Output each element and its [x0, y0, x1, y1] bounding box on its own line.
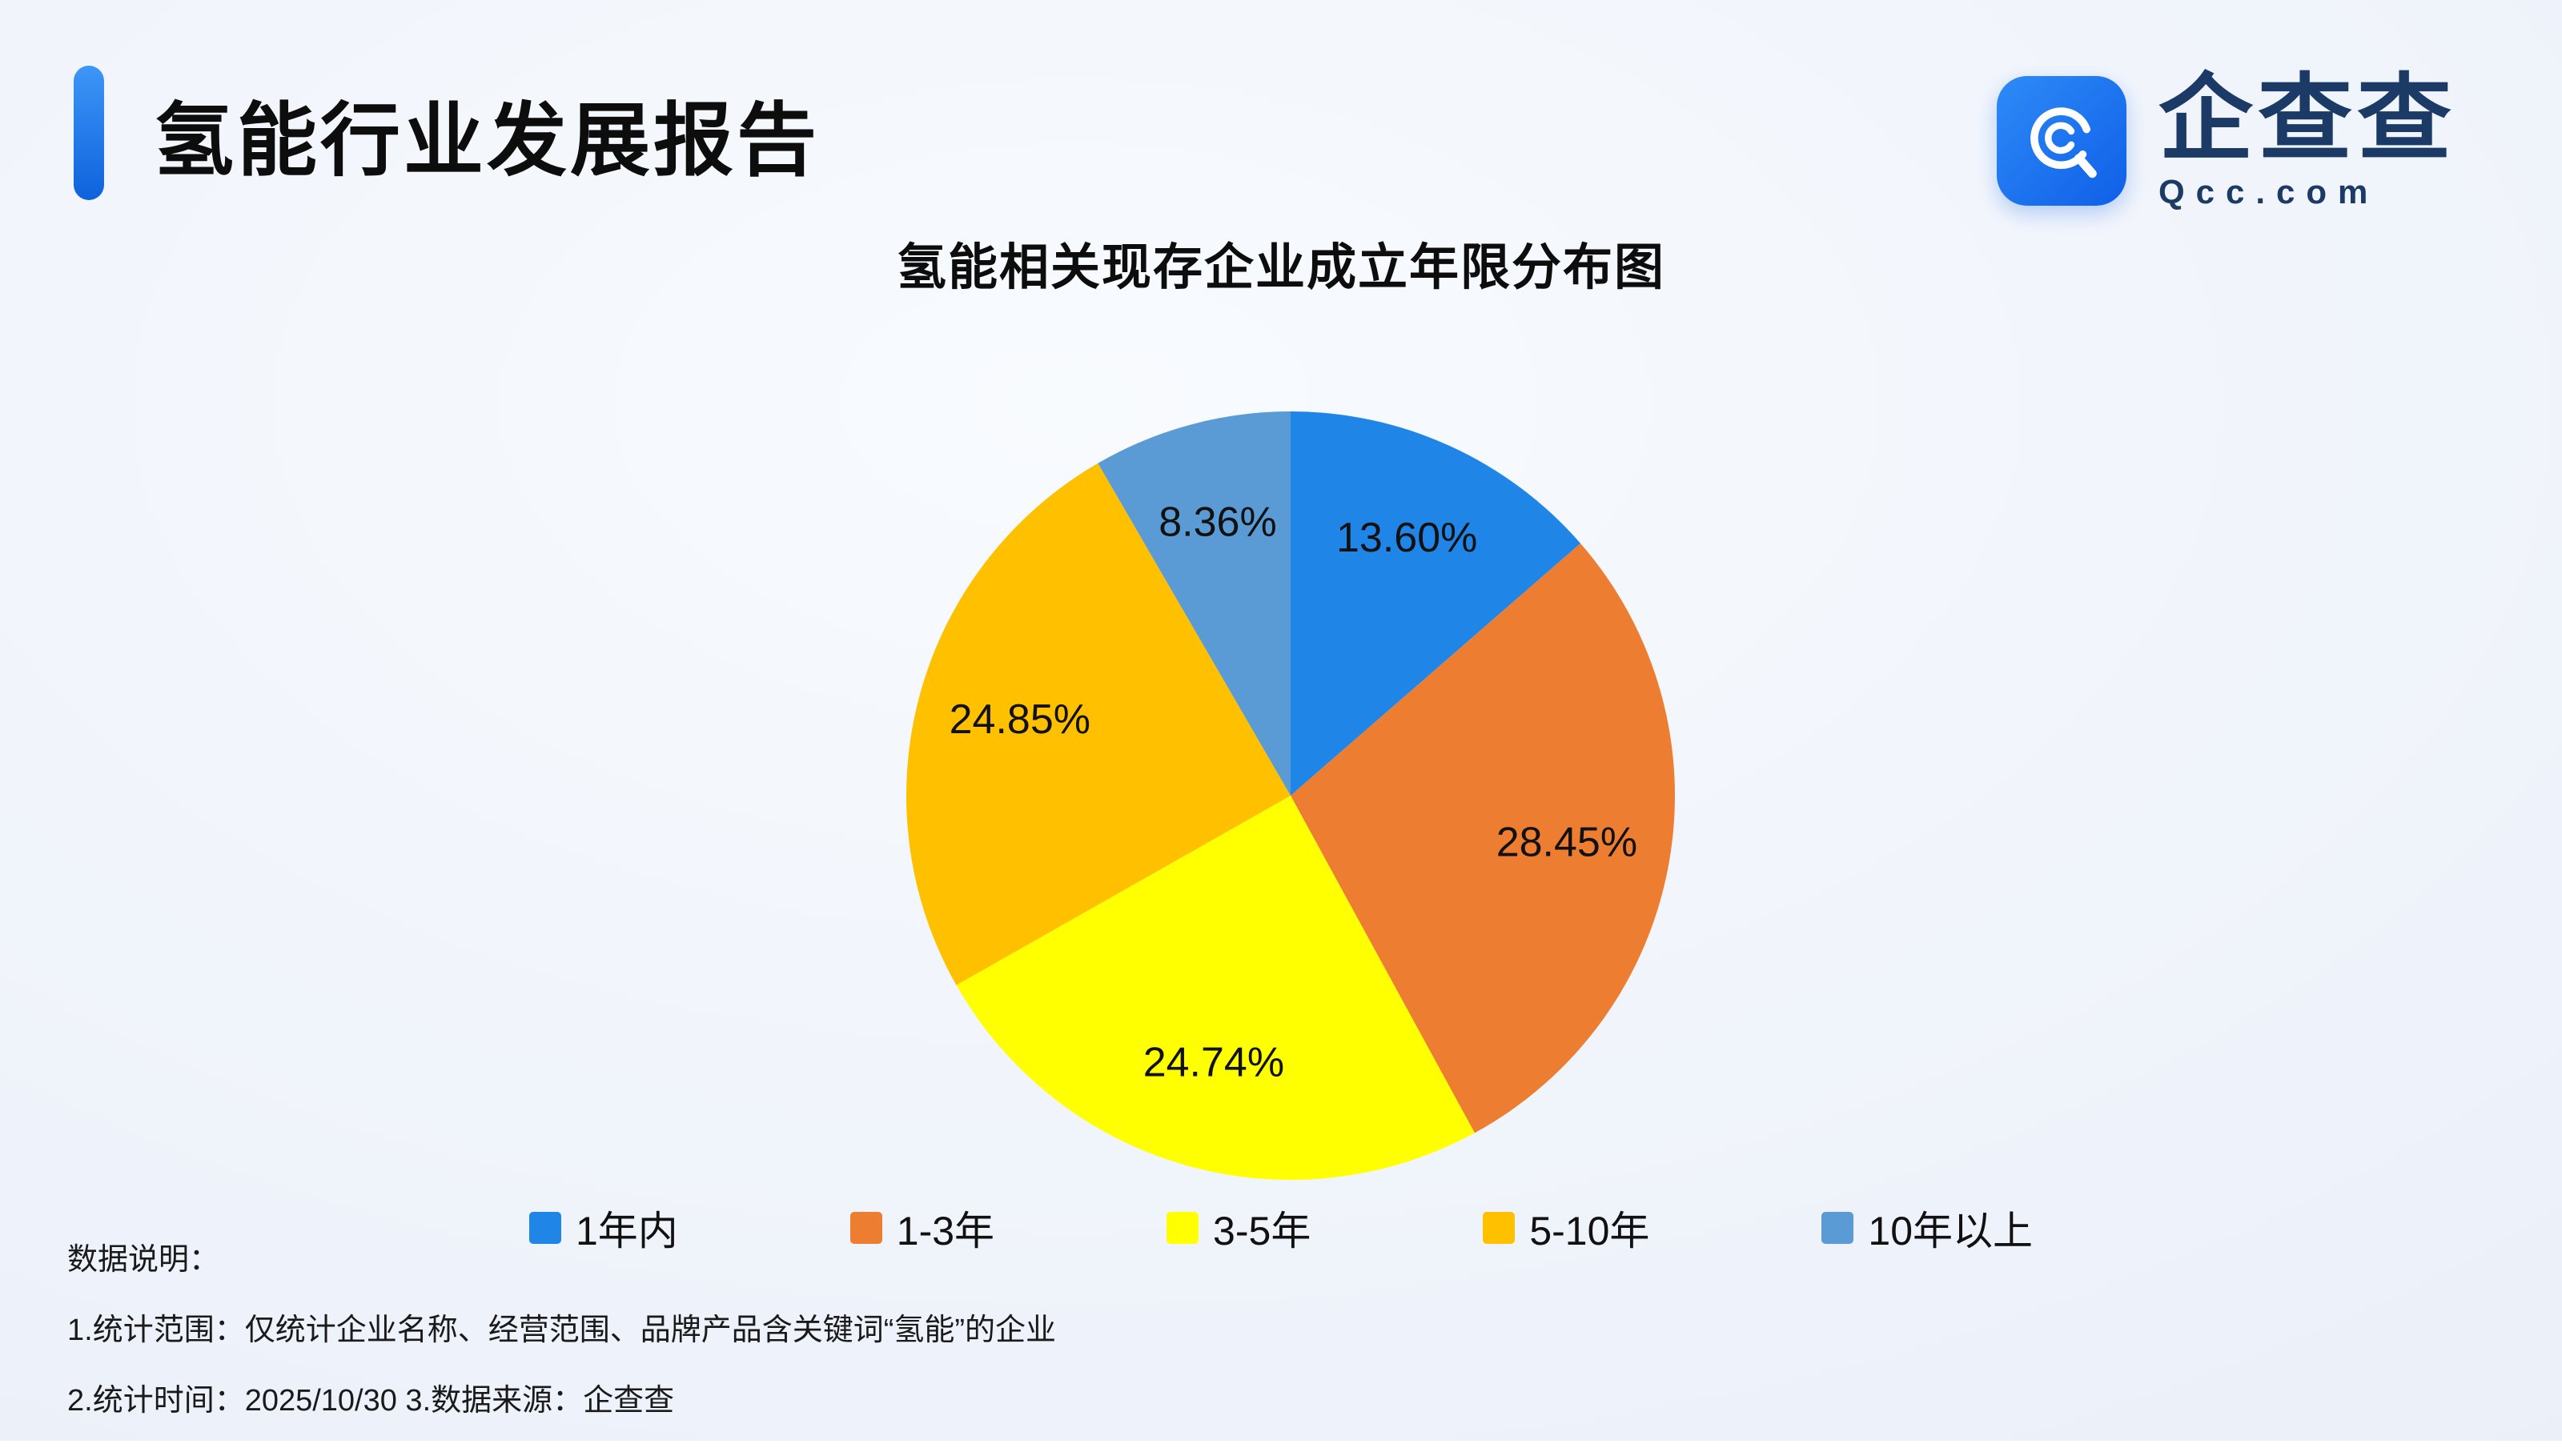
legend-label-0: 1年内: [575, 1209, 678, 1253]
pie-label-1: 28.45%: [1496, 820, 1637, 866]
pie-label-2: 24.74%: [1143, 1040, 1284, 1086]
note-scope: 1.统计范围：仅统计企业名称、经营范围、品牌产品含关键词“氢能”的企业: [67, 1314, 1057, 1347]
qcc-logo-icon: [1996, 75, 2126, 206]
legend-swatch-2: [1167, 1212, 1199, 1244]
brand: 企查查 Qcc.com: [1996, 70, 2456, 211]
pie-slice-4: [1098, 411, 1291, 796]
brand-name: 企查查: [2158, 66, 2456, 172]
pie-slice-2: [956, 796, 1475, 1180]
legend-swatch-0: [528, 1212, 561, 1244]
pie-slice-0: [1291, 411, 1581, 796]
legend-item-3: 5-10年: [1483, 1199, 1649, 1257]
legend-label-1: 1-3年: [896, 1209, 995, 1253]
legend-item-1: 1-3年: [849, 1199, 995, 1257]
note-date-source: 2.统计时间：2025/10/30 3.数据来源：企查查: [67, 1384, 675, 1418]
accent-bar: [74, 66, 104, 200]
legend-item-0: 1年内: [528, 1199, 678, 1257]
brand-text: 企查查 Qcc.com: [2158, 70, 2456, 211]
chart-title: 氢能相关现存企业成立年限分布图: [896, 240, 1665, 295]
legend-label-4: 10年以上: [1868, 1209, 2034, 1253]
pie-slice-3: [906, 463, 1291, 985]
pie-chart: 13.60% 28.45% 24.74% 24.85% 8.36%: [906, 411, 1675, 1180]
pie-label-0: 13.60%: [1336, 515, 1477, 561]
legend-label-2: 3-5年: [1213, 1209, 1311, 1253]
magnifier-c-icon: [2030, 107, 2097, 178]
pie-label-3: 24.85%: [950, 696, 1090, 743]
brand-domain: Qcc.com: [2158, 172, 2379, 211]
notes: 数据说明： 1.统计范围：仅统计企业名称、经营范围、品牌产品含关键词“氢能”的企…: [67, 1245, 1056, 1456]
legend-swatch-1: [849, 1212, 882, 1244]
pie-label-4: 8.36%: [1159, 499, 1276, 545]
pie-slice-1: [1291, 543, 1675, 1133]
report-title: 氢能行业发展报告: [154, 95, 820, 186]
legend-swatch-4: [1821, 1212, 1854, 1244]
legend-label-3: 5-10年: [1529, 1209, 1650, 1253]
legend-swatch-3: [1483, 1212, 1516, 1244]
note-heading: 数据说明：: [67, 1243, 220, 1277]
legend: 1年内 1-3年 3-5年 5-10年 10年以上: [0, 1199, 2562, 1257]
legend-item-4: 10年以上: [1821, 1199, 2033, 1257]
legend-item-2: 3-5年: [1167, 1199, 1311, 1257]
header: 氢能行业发展报告: [74, 66, 820, 200]
